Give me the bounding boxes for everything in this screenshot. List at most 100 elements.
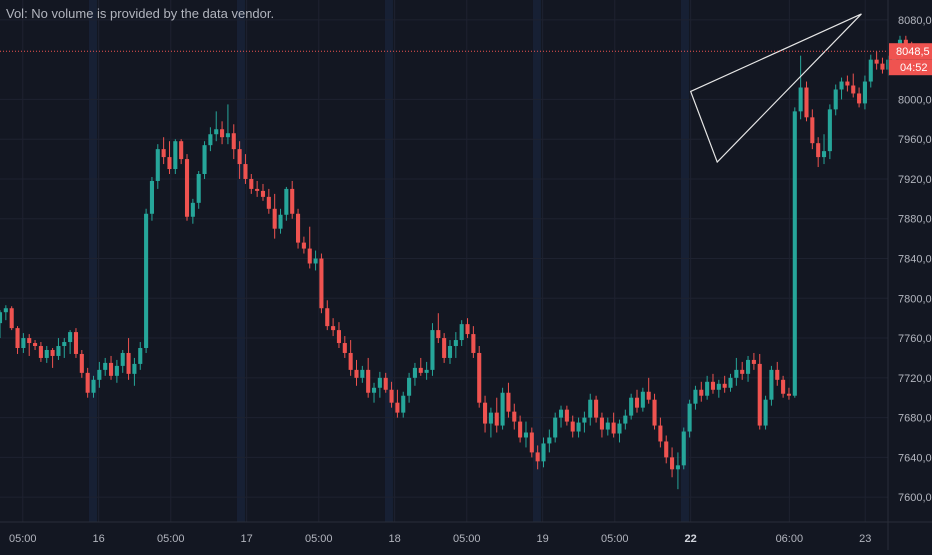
price-tick-label: 7680,0 [898, 413, 932, 425]
candle-body [558, 409, 564, 418]
candle-body [126, 352, 131, 374]
candle-body [775, 369, 780, 380]
candle [705, 375, 710, 400]
candle-body [646, 391, 651, 400]
candle-body [629, 397, 634, 416]
triangle-pattern-line [689, 13, 862, 164]
candle-body [564, 409, 569, 422]
candle [225, 104, 230, 145]
candle-body [839, 81, 844, 90]
candle [728, 373, 733, 392]
candle-body [132, 363, 137, 374]
candle-body [547, 437, 552, 444]
candle [260, 183, 266, 201]
candle [617, 419, 622, 443]
candle [325, 300, 330, 331]
candle [103, 357, 108, 376]
candle [786, 387, 791, 400]
candle [220, 121, 225, 145]
candle [27, 334, 32, 356]
candle [594, 395, 599, 423]
candle [465, 318, 470, 339]
time-tick-label: 18 [389, 533, 401, 545]
candle-body [3, 308, 8, 313]
price-tick-label: 7960,0 [898, 134, 932, 146]
candle-body [395, 402, 400, 413]
candle [342, 336, 347, 358]
candle [710, 373, 716, 394]
candle-body [62, 342, 67, 347]
candle [839, 77, 844, 100]
candle-body [331, 326, 336, 331]
candle-body [325, 308, 330, 327]
candle [237, 141, 242, 179]
price-tick-label: 7800,0 [898, 293, 932, 305]
candle-body [617, 423, 622, 434]
candle-body [716, 383, 721, 390]
candle-body [243, 164, 248, 179]
candle-body [734, 369, 739, 378]
time-tick-label: 19 [537, 533, 549, 545]
candle [868, 54, 873, 88]
candle-body [167, 157, 172, 170]
candle-body [751, 359, 756, 364]
candle-body [880, 63, 885, 70]
candle-body [494, 412, 499, 426]
candle-body [313, 258, 318, 264]
grid-lines [0, 0, 888, 522]
candle-body [56, 346, 61, 356]
candle [553, 412, 558, 443]
candle [699, 381, 704, 402]
candle [623, 409, 628, 430]
candle [138, 342, 143, 370]
candle [880, 57, 885, 74]
candle-body [535, 452, 540, 462]
time-tick-label: 16 [93, 533, 105, 545]
candle-body [483, 402, 488, 424]
candle-body [664, 441, 669, 458]
candle [541, 437, 546, 468]
candle [763, 395, 768, 430]
price-tick-label: 7600,0 [898, 492, 932, 504]
candle-body [693, 389, 698, 404]
candle-body [173, 141, 178, 170]
candle-body [640, 391, 645, 408]
candle [436, 313, 441, 344]
candle-body [91, 379, 96, 393]
candle-body [757, 363, 762, 426]
candle-body [418, 367, 423, 373]
candle [477, 346, 482, 408]
candle [529, 427, 534, 458]
candle-body [266, 196, 271, 209]
price-tick-label: 7840,0 [898, 254, 932, 266]
candle-body [471, 334, 476, 353]
candle [377, 371, 382, 398]
candle [15, 326, 20, 354]
candle-body [371, 387, 377, 393]
candle [307, 226, 312, 269]
candle [664, 435, 669, 464]
candle-body [68, 332, 73, 343]
candle [44, 346, 49, 363]
candle-body [436, 330, 441, 339]
candle-body [225, 133, 230, 138]
candle-body [447, 346, 453, 358]
candle-body [740, 369, 745, 374]
candle-body [681, 431, 686, 466]
candle-body [453, 340, 458, 347]
candle [833, 84, 838, 116]
session-band [532, 0, 541, 522]
candle [798, 55, 803, 120]
candle-body [196, 174, 201, 203]
candle [582, 411, 587, 433]
candle-body [745, 359, 751, 374]
candle [412, 362, 417, 386]
candle-body [108, 362, 114, 376]
candle [313, 250, 318, 271]
candle [202, 141, 207, 179]
time-tick-label: 06:00 [776, 533, 804, 545]
candle-body [407, 377, 412, 396]
candle [272, 193, 277, 239]
